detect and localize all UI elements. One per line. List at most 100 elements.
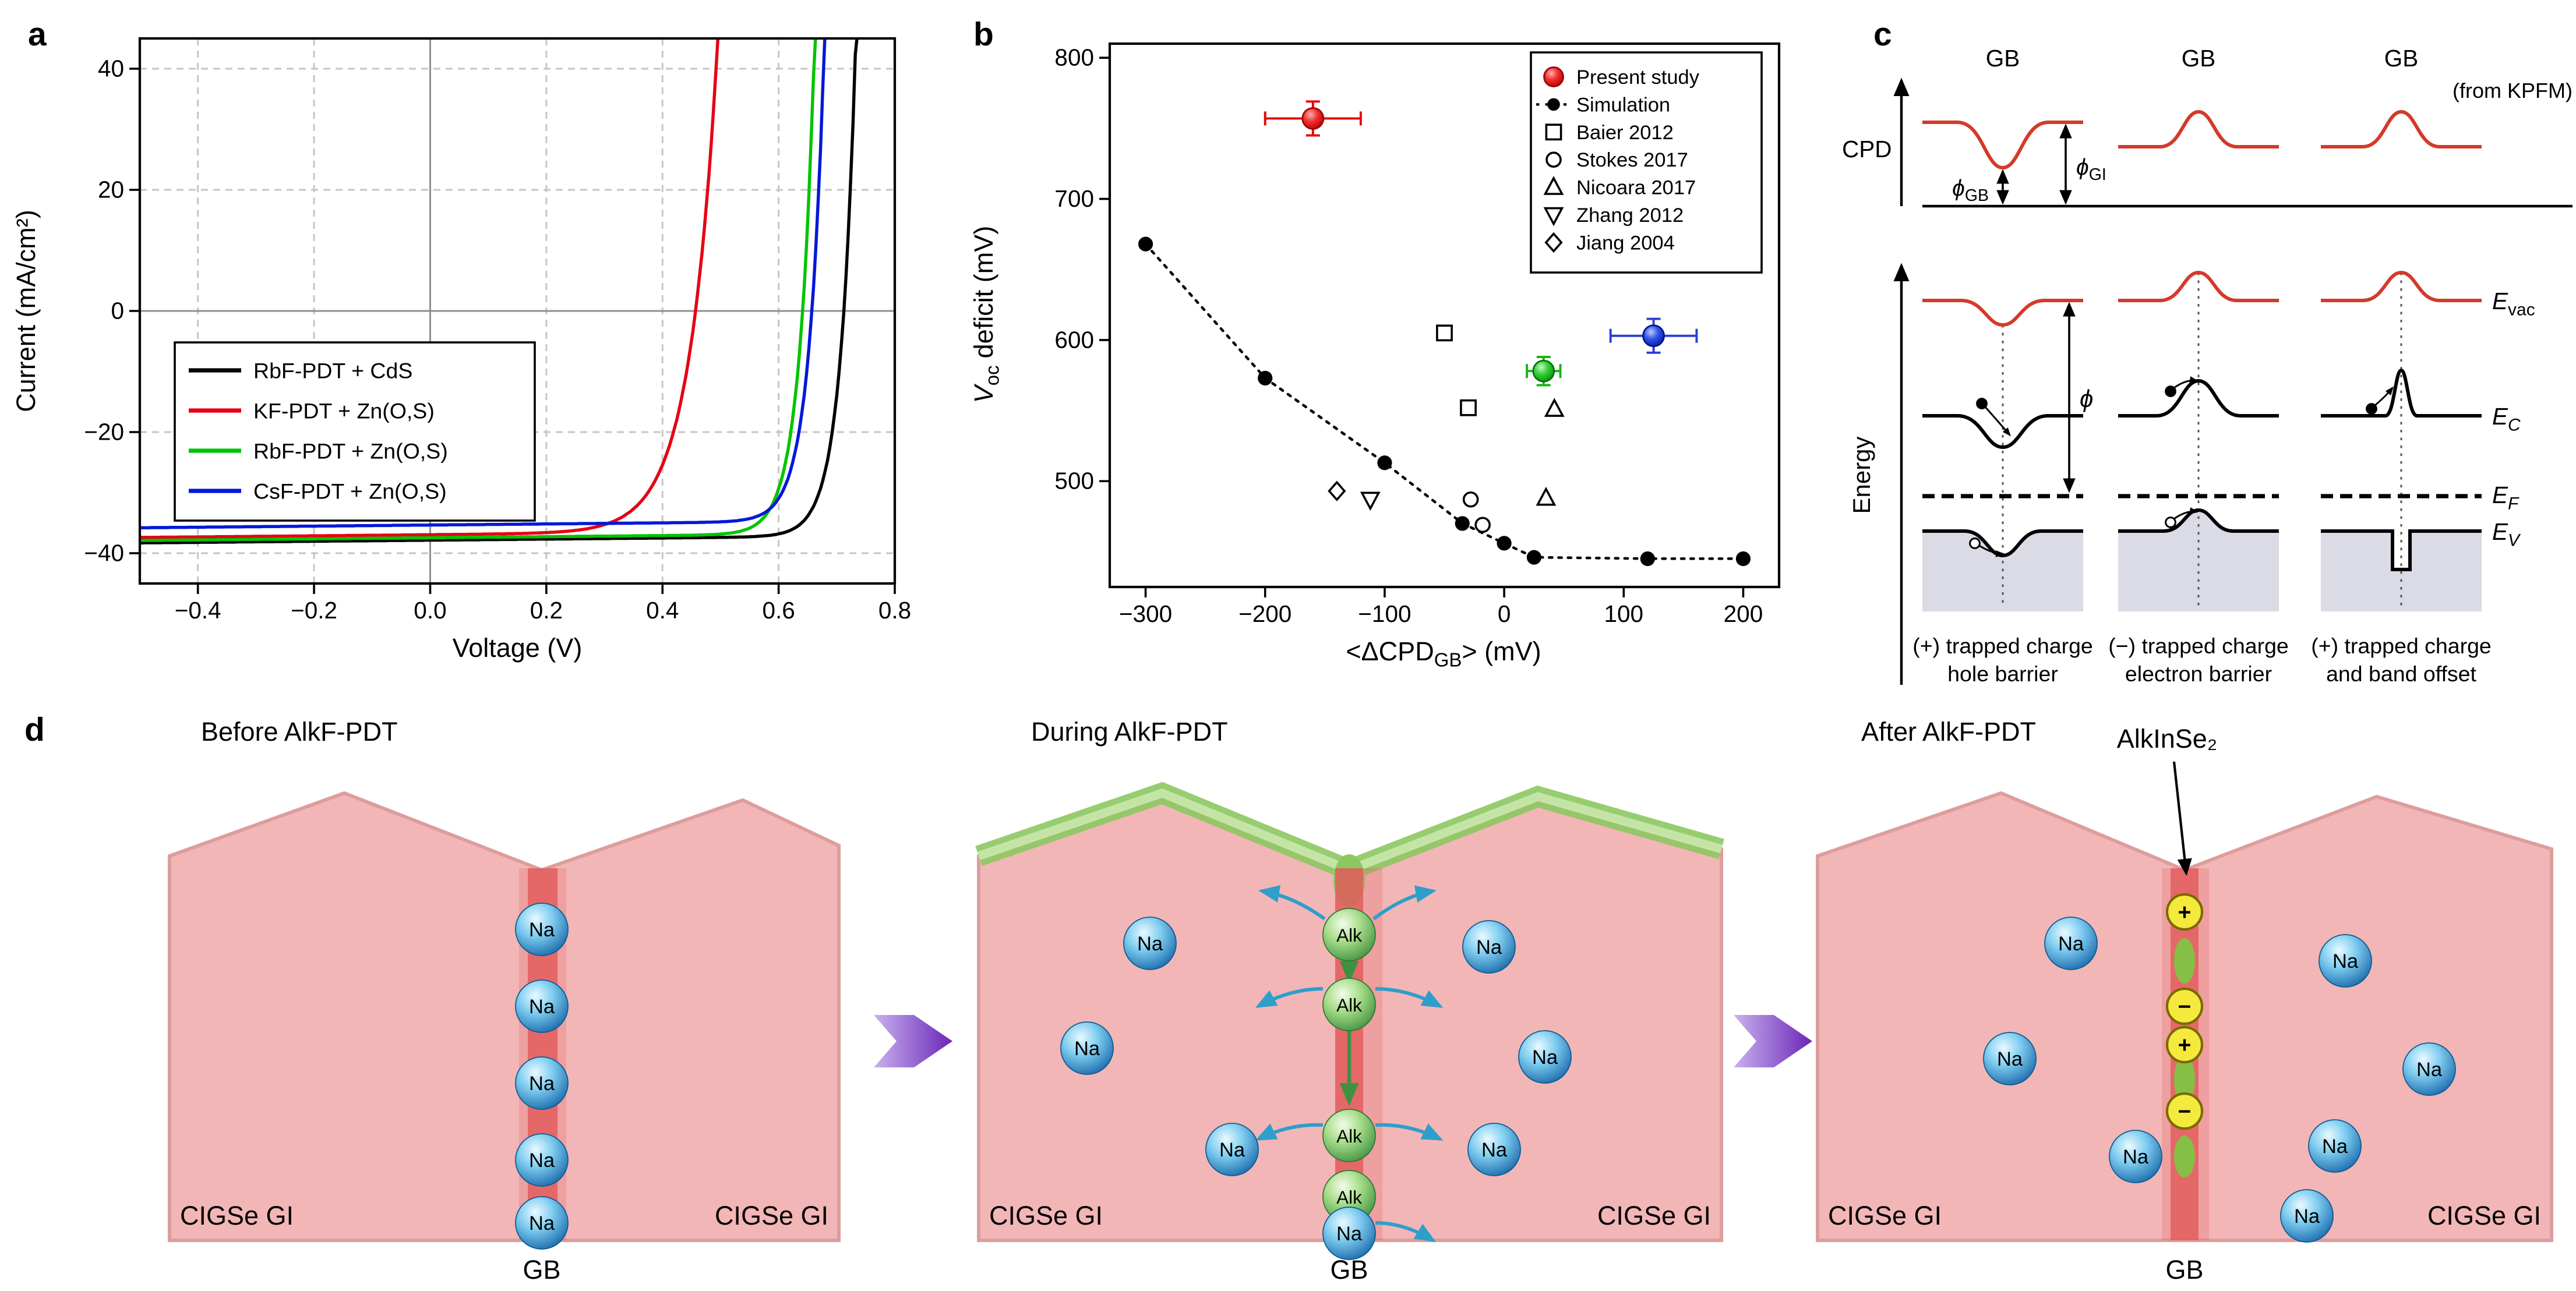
process-arrow-2: [1734, 1015, 1812, 1067]
atom-label: Na: [1137, 933, 1163, 955]
atom-label: Alk: [1336, 925, 1362, 946]
phi-gb-label: ϕGB: [1952, 176, 1989, 205]
atom-label: Alk: [1336, 995, 1362, 1016]
gb-label-schematic-3: GB: [2165, 1255, 2203, 1285]
panel-a-axis-ticks: −0.4 −0.2 0.0 0.2 0.4 0.6 0.8 −40 −20 0 20 40: [84, 55, 911, 624]
legend-item-label: Jiang 2004: [1576, 232, 1675, 254]
atom-sphere: [1322, 978, 1376, 1031]
charge-circle: [2165, 1025, 2204, 1064]
x-tick-label: 0.4: [646, 597, 679, 624]
panel-b-ylabel: Vocdeficit (mV): [969, 226, 1003, 403]
alkinse-segment-3: [2174, 1136, 2195, 1177]
open-triangle-up-point: [1543, 176, 1564, 195]
atom-label: Na: [529, 996, 555, 1018]
alk-atom: Alk: [1322, 908, 1376, 961]
atom-label: Na: [1074, 1038, 1100, 1060]
atom-sphere: [1322, 1109, 1376, 1162]
atom-sphere: [1322, 1207, 1376, 1260]
na-atom: Na: [2319, 934, 2372, 988]
grain-shape-1: [168, 791, 841, 1242]
alkali-exchange-arrow: [1255, 1123, 1324, 1141]
panel-a-jv-chart: a −0.4 −0.2 0.0 0.2 0.4 0.6 0.8 −40 −20 0 20 40 Vol…: [11, 16, 911, 663]
gb-label-2: GB: [2182, 45, 2216, 72]
electron-arrow: [2374, 386, 2394, 406]
simulation-point: [1547, 98, 1560, 111]
legend-item-label: Baier 2012: [1576, 122, 1674, 144]
atom-sphere: [2308, 1119, 2362, 1173]
na-atom: Na: [515, 1196, 569, 1250]
jv-curve: [140, 38, 817, 542]
alk-atom: Alk: [1322, 1170, 1376, 1223]
simulation-point: [1497, 536, 1512, 551]
jv-curve: [140, 38, 827, 529]
na-atom: Na: [1060, 1021, 1114, 1075]
y-tick-label: 800: [1054, 44, 1094, 71]
panel-b-data-points: [1138, 100, 1751, 567]
atom-sphere: [2280, 1189, 2334, 1243]
open-diamond-point: [1328, 480, 1346, 501]
grain-label-2-right: CIGSe GI: [1597, 1201, 1711, 1230]
jv-curve: [140, 38, 859, 545]
cpd-axis-label: CPD: [1842, 136, 1892, 162]
open-circle-point: [1462, 491, 1479, 508]
x-tick-label: 100: [1604, 600, 1643, 627]
green-present-study-point: [1532, 359, 1555, 383]
electron-symbol: [1976, 398, 1988, 409]
caption-1-line-1: (+) trapped charge: [1912, 634, 2093, 658]
atom-sphere: [1462, 920, 1516, 974]
na-atom: Na: [2109, 1130, 2162, 1183]
panel-b-xlabel: <ΔCPDGB> (mV): [1346, 636, 1541, 671]
na-atom: Na: [1205, 1123, 1259, 1176]
panel-b-legend: Present study Simulation Baier 2012 Stokes …: [1530, 51, 1763, 274]
x-tick-label: −300: [1119, 600, 1172, 627]
atom-sphere: [1123, 917, 1177, 970]
cpd-curve: [2118, 109, 2279, 148]
caption-3-line-2: and band offset: [2326, 662, 2476, 686]
panel-c-band-diagrams: c CPD GB GB GB (from KPFM) ϕGB ϕGI Energ…: [1842, 16, 2573, 686]
electron-arrow: [1984, 406, 2011, 437]
caption-2-line-1: (−) trapped charge: [2108, 634, 2289, 658]
atom-label: Na: [2332, 950, 2359, 972]
electron-symbol: [2366, 403, 2377, 415]
atom-sphere: [1205, 1123, 1259, 1176]
atom-sphere: [515, 1196, 569, 1250]
gb-label-1: GB: [1986, 45, 2020, 72]
atom-label: Na: [529, 919, 555, 941]
legend-item-label: Zhang 2012: [1576, 204, 1684, 227]
x-tick-label: 0.6: [762, 597, 795, 624]
na-atom: Na: [1322, 1207, 1376, 1260]
panel-a-xlabel: Voltage (V): [453, 633, 583, 663]
conduction-band-curve: [2118, 379, 2279, 418]
atom-label: Na: [529, 1073, 555, 1095]
charge-circle: [2165, 1092, 2204, 1130]
alkinse-segment-1: [2174, 938, 2195, 984]
atom-sphere: [1322, 908, 1376, 961]
evac-curve: [1922, 299, 2083, 327]
ec-label: EC: [2492, 403, 2521, 435]
x-tick-label: 200: [1724, 600, 1763, 627]
panel-a-label: a: [28, 16, 47, 53]
simulation-line: [1144, 242, 1745, 560]
charge-circle: [2165, 987, 2204, 1025]
red-ball-marker: [1543, 66, 1564, 87]
open-square-point: [1460, 399, 1477, 416]
open-square-point: [1436, 324, 1453, 342]
na-atom: Na: [515, 903, 569, 956]
open-triangle-down-point: [1543, 207, 1564, 227]
panel-a-curves: [140, 38, 859, 545]
atom-label: Na: [2322, 1136, 2348, 1158]
alkali-exchange-arrow: [1255, 987, 1324, 1008]
alkali-exchange-arrow: [1372, 885, 1437, 921]
atom-label: Na: [2123, 1146, 2149, 1168]
panel-b-axis-ticks: −300 −200 −100 0 100 200 500 600 700 800: [1054, 44, 1763, 627]
atom-label: Na: [1219, 1139, 1245, 1161]
valence-band-curve: [2321, 529, 2482, 571]
charge-sign: +: [2178, 1033, 2192, 1058]
schematic-2-title: During AlkF-PDT: [1031, 717, 1228, 747]
diffusion-arrows: [1255, 885, 1444, 1243]
na-atom: Na: [2402, 1042, 2456, 1096]
hole-arrow: [1978, 544, 2005, 557]
open-triangle-up-point: [1536, 486, 1557, 506]
open-diamond-point: [1544, 232, 1563, 253]
